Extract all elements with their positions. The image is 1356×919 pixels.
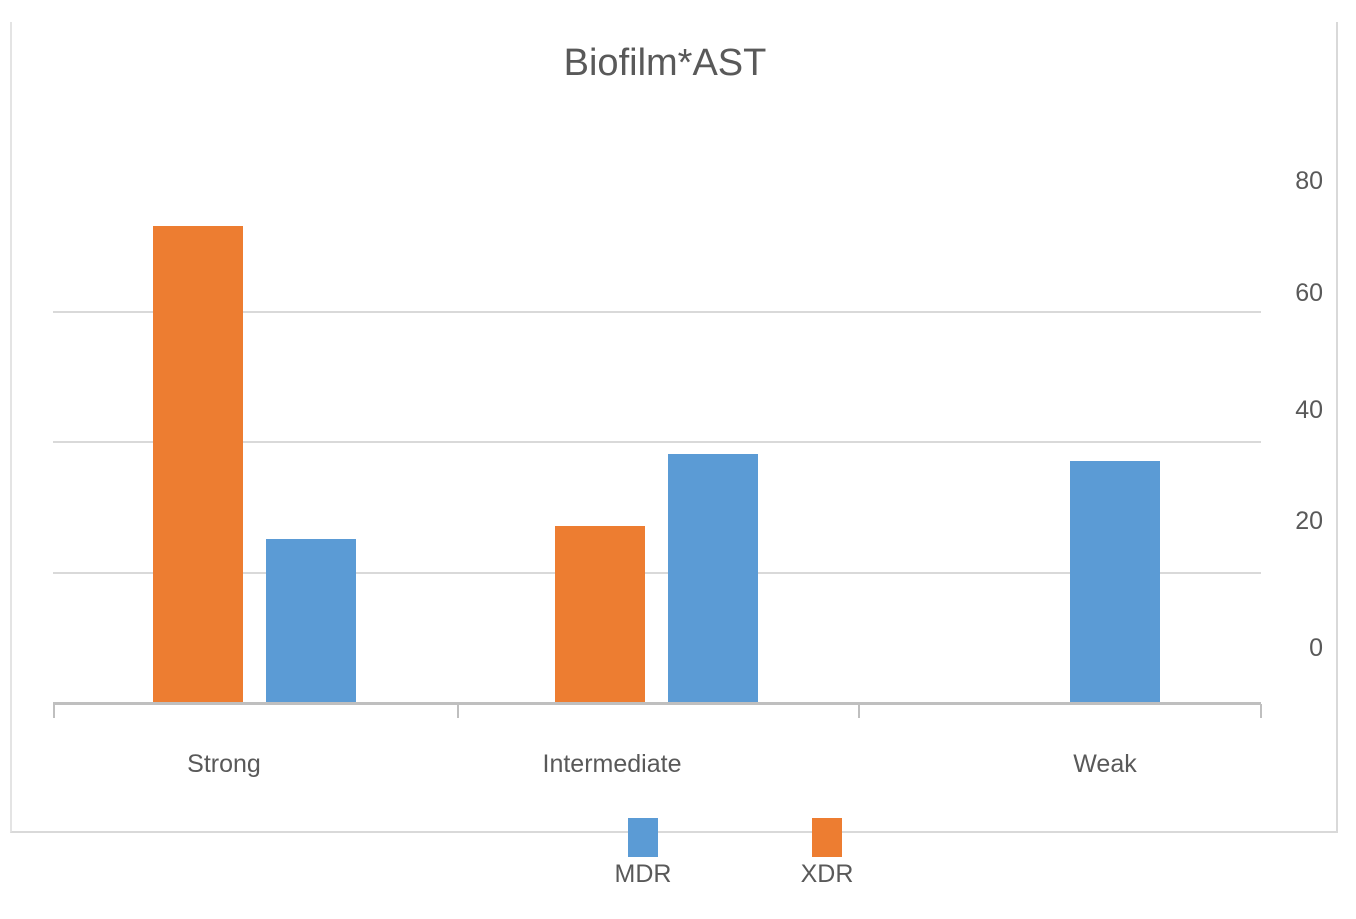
legend-label-xdr: XDR (800, 860, 854, 888)
x-category-label-strong: Strong (187, 750, 261, 778)
gridline-60 (53, 311, 1261, 313)
y-tick-label-0: 0 (1309, 634, 1323, 662)
y-tick-label-40: 40 (1295, 396, 1323, 424)
bar-intermediate-xdr (555, 526, 645, 702)
bar-weak-mdr (1070, 461, 1160, 702)
bar-strong-mdr (266, 539, 356, 702)
x-axis-tick-3 (1260, 704, 1262, 718)
legend-swatch-xdr (812, 818, 842, 857)
bar-strong-xdr (153, 226, 243, 702)
y-tick-label-60: 60 (1295, 279, 1323, 307)
legend-label-mdr: MDR (614, 860, 672, 888)
x-axis-line (53, 702, 1261, 705)
gridline-40 (53, 441, 1261, 443)
gridline-20 (53, 572, 1261, 574)
y-tick-label-20: 20 (1295, 507, 1323, 535)
legend-swatch-mdr (628, 818, 658, 857)
chart-frame (10, 22, 1338, 833)
bar-intermediate-mdr (668, 454, 758, 702)
x-axis-tick-0 (53, 704, 55, 718)
y-tick-label-80: 80 (1295, 167, 1323, 195)
x-axis-tick-2 (858, 704, 860, 718)
chart-title: Biofilm*AST (563, 42, 767, 84)
x-category-label-weak: Weak (1073, 750, 1137, 778)
x-axis-tick-1 (457, 704, 459, 718)
x-category-label-intermediate: Intermediate (542, 750, 682, 778)
